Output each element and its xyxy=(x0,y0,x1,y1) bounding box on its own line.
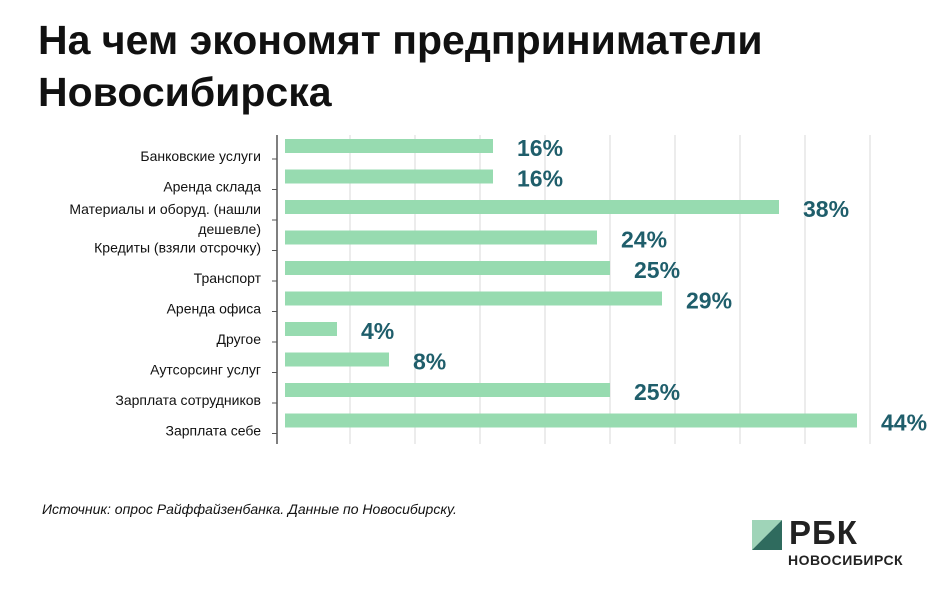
value-label: 29% xyxy=(686,288,732,314)
value-label: 8% xyxy=(413,349,446,375)
value-label: 44% xyxy=(881,410,927,436)
category-label: Зарплата себе xyxy=(166,423,262,439)
bar xyxy=(285,200,779,214)
bar xyxy=(285,139,493,153)
bar xyxy=(285,169,493,184)
bar xyxy=(285,413,857,428)
value-label: 4% xyxy=(361,318,394,344)
bar xyxy=(285,352,389,367)
bar xyxy=(285,322,337,336)
category-label: Зарплата сотрудников xyxy=(115,392,261,408)
value-label: 25% xyxy=(634,379,680,405)
category-label: Аренда офиса xyxy=(167,301,262,317)
category-label: Другое xyxy=(217,331,262,347)
value-label: 24% xyxy=(621,227,667,253)
value-label: 25% xyxy=(634,257,680,283)
category-label: Транспорт xyxy=(194,270,262,286)
logo-brand: РБК xyxy=(789,514,858,551)
value-label: 16% xyxy=(517,166,563,192)
bar xyxy=(285,261,610,275)
category-label: Аутсорсинг услуг xyxy=(150,362,261,378)
bar xyxy=(285,230,597,245)
bar xyxy=(285,291,662,306)
rbc-logo-mark-icon xyxy=(752,520,782,550)
category-label: Кредиты (взяли отсрочку) xyxy=(94,240,261,256)
category-label: Аренда склада xyxy=(163,179,261,195)
value-label: 38% xyxy=(803,196,849,222)
bar xyxy=(285,383,610,397)
source-note: Источник: опрос Райффайзенбанка. Данные … xyxy=(42,501,457,517)
value-label: 16% xyxy=(517,135,563,161)
category-label: Банковские услуги xyxy=(140,148,261,164)
logo-city: НОВОСИБИРСК xyxy=(788,552,904,568)
chart-title: На чем экономят предприниматели Новосиби… xyxy=(38,17,763,115)
rbc-logo: РБК НОВОСИБИРСК xyxy=(752,514,922,578)
category-label: Материалы и оборуд. (нашли дешевле) xyxy=(69,201,261,237)
